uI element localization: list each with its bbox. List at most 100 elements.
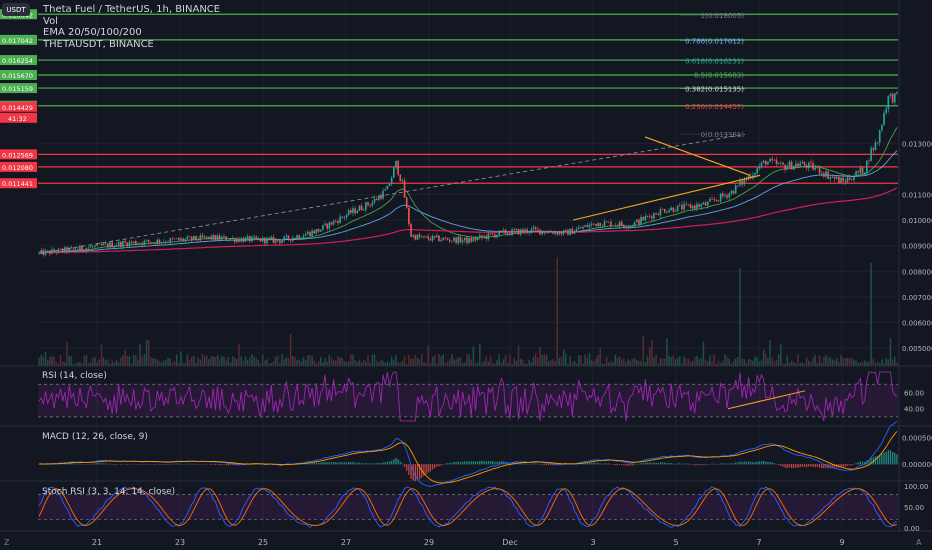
candle-body (829, 177, 832, 179)
volume-bar (126, 355, 128, 366)
macd-histogram-bar (472, 461, 475, 465)
volume-bar (388, 362, 391, 366)
candle-body (513, 229, 516, 231)
currency-badge[interactable]: USDT (2, 3, 30, 16)
volume-bar (81, 363, 83, 366)
macd-histogram-bar (539, 464, 541, 465)
candle-body (109, 242, 111, 248)
volume-bar (347, 361, 350, 366)
macd-histogram-bar (739, 461, 741, 465)
volume-bar (558, 357, 561, 366)
volume-bar (156, 359, 159, 366)
candle-body (251, 236, 253, 242)
candle-body (100, 243, 103, 246)
volume-bar (786, 355, 789, 366)
macd-histogram-bar (618, 464, 621, 465)
volume-bar (442, 354, 445, 366)
candle-body (687, 203, 690, 205)
macd-histogram-bar (649, 462, 651, 465)
candle-body (139, 243, 141, 244)
a-icon[interactable]: A (916, 538, 922, 547)
candle-body (807, 162, 810, 169)
candle-body (876, 142, 879, 143)
volume-bar (775, 359, 778, 366)
candle-body (719, 193, 722, 202)
volume-bar (173, 361, 176, 366)
volume-bar (717, 360, 720, 366)
candle-body (756, 168, 758, 174)
candle-body (147, 239, 150, 242)
candle-body (638, 219, 640, 225)
macd-histogram-bar (100, 463, 103, 465)
macd-histogram-bar (120, 464, 122, 465)
candle-body (276, 239, 279, 241)
volume-bar (743, 358, 746, 366)
macd-histogram-bar (236, 464, 238, 466)
macd-histogram-bar (449, 462, 451, 465)
volume-bar (651, 339, 653, 366)
volume-bar (255, 357, 257, 366)
volume-bar (171, 362, 174, 366)
volume-bar (777, 354, 780, 366)
volume-bar (292, 355, 294, 366)
macd-histogram-bar (838, 464, 840, 468)
macd-histogram-bar (167, 464, 169, 465)
volume-bar (61, 361, 64, 366)
ema-20-line (39, 127, 898, 253)
candle-body (678, 204, 681, 206)
candle-body (713, 199, 715, 201)
candle-body (775, 160, 778, 165)
macd-histogram-bar (517, 463, 520, 465)
volume-bar (812, 357, 814, 366)
volume-bar (676, 358, 679, 366)
volume-bar (646, 356, 649, 366)
macd-histogram-bar (894, 452, 896, 465)
volume-bar (332, 360, 335, 366)
volume-bar (855, 360, 857, 366)
candle-body (726, 195, 728, 198)
volume-bar (468, 354, 470, 366)
candle-body (156, 239, 159, 244)
macd-histogram-bar (81, 463, 83, 465)
volume-bar (629, 360, 632, 366)
macd-histogram-bar (481, 460, 483, 465)
candle-body (868, 160, 870, 162)
macd-histogram-bar (870, 457, 872, 465)
candle-body (780, 162, 782, 164)
candle-body (848, 177, 851, 180)
volume-bar (120, 357, 122, 366)
stoch-rsi-pane-label: Stoch RSI (3, 3, 14, 14, close) (42, 487, 176, 497)
candle-body (444, 237, 447, 239)
volume-bar (485, 356, 488, 366)
volume-bar (64, 362, 66, 366)
candle-body (49, 250, 51, 254)
candle-body (470, 238, 473, 242)
volume-bar (595, 358, 597, 366)
volume-bar (401, 360, 404, 366)
macd-histogram-bar (803, 464, 806, 467)
candle-body (436, 235, 438, 238)
macd-histogram-bar (520, 463, 522, 465)
macd-histogram-bar (582, 463, 584, 465)
volume-bar (272, 361, 275, 366)
x-tick-label: 21 (92, 538, 102, 547)
candle-body (674, 211, 677, 213)
candle-body (279, 240, 281, 244)
volume-bar (620, 359, 623, 366)
candle-body (844, 181, 847, 183)
candle-body (281, 240, 283, 244)
volume-bar (642, 335, 644, 366)
macd-histogram-bar (762, 460, 765, 465)
candle-body (244, 237, 247, 242)
level-tag (0, 69, 37, 80)
candle-body (584, 225, 586, 227)
z-icon[interactable]: Z (4, 538, 10, 547)
volume-bar (616, 357, 619, 366)
candle-body (730, 190, 733, 194)
volume-bar (79, 362, 81, 366)
volume-bar (550, 360, 552, 366)
candle-body (743, 179, 746, 185)
